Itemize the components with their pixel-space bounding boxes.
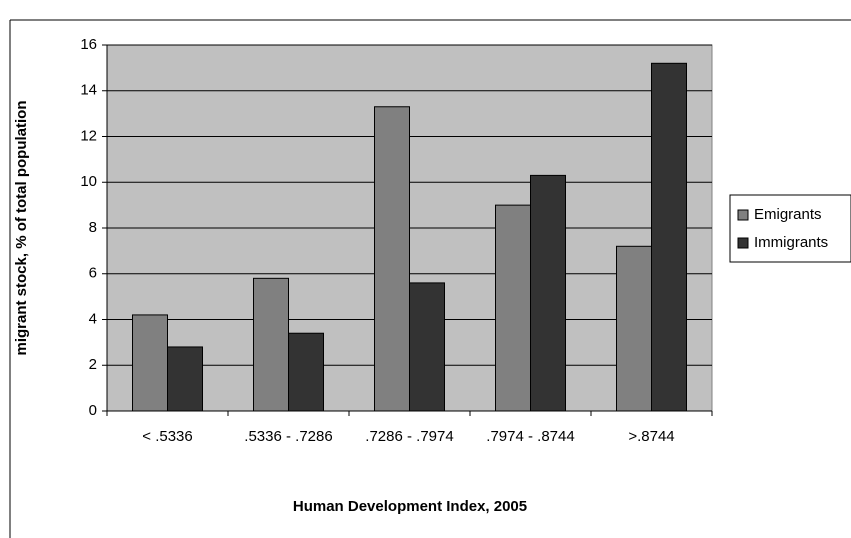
- bar: [409, 282, 445, 412]
- y-tick-label: 10: [80, 173, 97, 190]
- bar: [167, 346, 203, 412]
- x-tick-label: < .5336: [142, 428, 193, 445]
- legend-label: Immigrants: [754, 234, 828, 251]
- y-tick-label: 6: [89, 265, 97, 282]
- legend-swatch: [737, 237, 749, 249]
- bar: [530, 174, 566, 412]
- bar: [374, 106, 410, 412]
- legend-label: Emigrants: [754, 206, 822, 223]
- x-tick-label: .5336 - .7286: [244, 428, 333, 445]
- bar: [253, 277, 289, 412]
- bar: [651, 62, 687, 412]
- x-tick-label: >.8744: [628, 428, 675, 445]
- bar: [616, 245, 652, 412]
- y-tick-label: 2: [89, 356, 97, 373]
- y-tick-label: 14: [80, 82, 97, 99]
- y-axis-title: migrant stock, % of total population: [13, 101, 30, 356]
- legend: [729, 194, 851, 263]
- y-tick-label: 16: [80, 36, 97, 53]
- x-axis-title: Human Development Index, 2005: [293, 498, 527, 515]
- y-tick-label: 4: [89, 310, 97, 327]
- y-tick-label: 12: [80, 127, 97, 144]
- x-tick-label: .7974 - .8744: [486, 428, 575, 445]
- legend-swatch: [737, 209, 749, 221]
- y-tick-label: 8: [89, 219, 97, 236]
- x-tick-label: .7286 - .7974: [365, 428, 454, 445]
- bar: [132, 314, 168, 412]
- bar: [288, 332, 324, 412]
- y-tick-label: 0: [89, 402, 97, 419]
- bar: [495, 204, 531, 412]
